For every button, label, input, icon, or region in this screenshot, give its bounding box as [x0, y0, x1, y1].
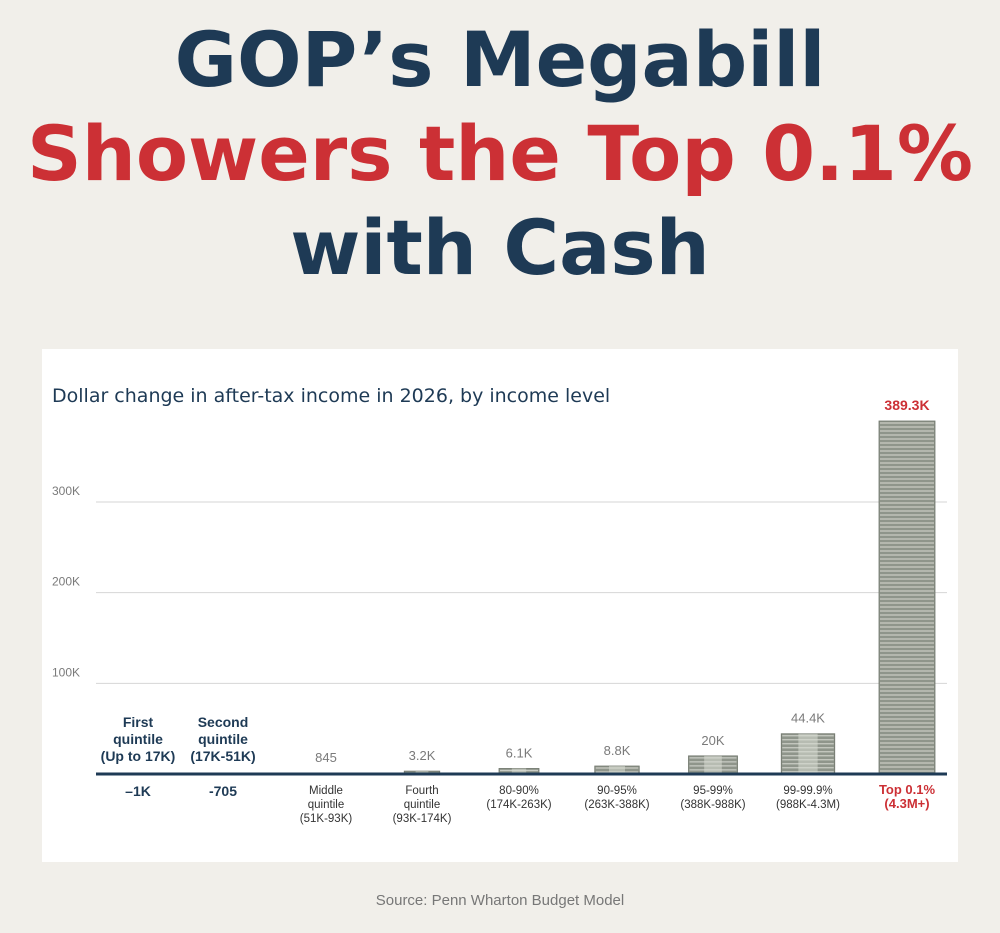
bar-value-label: 20K: [701, 733, 724, 748]
bar-value-label: -705: [209, 783, 237, 799]
chart-card: Dollar change in after-tax income in 202…: [42, 349, 958, 862]
category-label: Top 0.1%: [879, 782, 936, 797]
category-label: (17K-51K): [190, 748, 255, 764]
category-label: 99-99.9%: [783, 785, 832, 797]
headline-line-3: with Cash: [290, 203, 710, 292]
chart-title: Dollar change in after-tax income in 202…: [52, 385, 610, 407]
category-label: (388K-988K): [680, 799, 745, 811]
cash-stack-bar: [878, 420, 936, 775]
bar-value-label: 3.2K: [409, 748, 436, 763]
category-label: First: [123, 714, 154, 730]
source-note: Source: Penn Wharton Budget Model: [375, 892, 625, 909]
category-label: Second: [198, 714, 249, 730]
bar-value-label: 6.1K: [506, 745, 533, 760]
category-label: (174K-263K): [486, 799, 551, 811]
bar-value-label: 8.8K: [604, 743, 631, 758]
bar-chart: Dollar change in after-tax income in 202…: [52, 385, 947, 825]
category-label: quintile: [113, 731, 163, 747]
category-label: quintile: [404, 799, 440, 811]
headline: GOP’s Megabill Showers the Top 0.1% with…: [0, 22, 1000, 304]
category-label: (988K-4.3M): [776, 799, 840, 811]
y-tick-label: 100K: [52, 665, 80, 679]
bar-value-label: 44.4K: [791, 711, 825, 726]
category-label: Middle: [309, 785, 343, 797]
category-label: Fourth: [405, 785, 438, 797]
cash-band: [511, 768, 527, 774]
bar-value-label: 389.3K: [884, 397, 929, 413]
cash-band: [704, 755, 722, 774]
headline-line-1: GOP’s Megabill: [174, 15, 826, 104]
bar-value-label: –1K: [125, 783, 151, 799]
category-label: 80-90%: [499, 785, 539, 797]
category-label: quintile: [198, 731, 248, 747]
headline-line-2: Showers the Top 0.1%: [26, 109, 974, 198]
category-label: (4.3M+): [884, 796, 929, 811]
cash-band: [798, 733, 818, 774]
cash-band: [608, 766, 626, 774]
category-label: (Up to 17K): [101, 748, 176, 764]
category-label: quintile: [308, 799, 344, 811]
bar-value-label: 845: [315, 750, 337, 765]
category-label: 90-95%: [597, 785, 637, 797]
y-tick-label: 200K: [52, 575, 80, 589]
category-label: (51K-93K): [300, 813, 353, 825]
category-label: 95-99%: [693, 785, 733, 797]
y-tick-label: 300K: [52, 484, 80, 498]
category-label: (263K-388K): [584, 799, 649, 811]
category-label: (93K-174K): [393, 813, 452, 825]
